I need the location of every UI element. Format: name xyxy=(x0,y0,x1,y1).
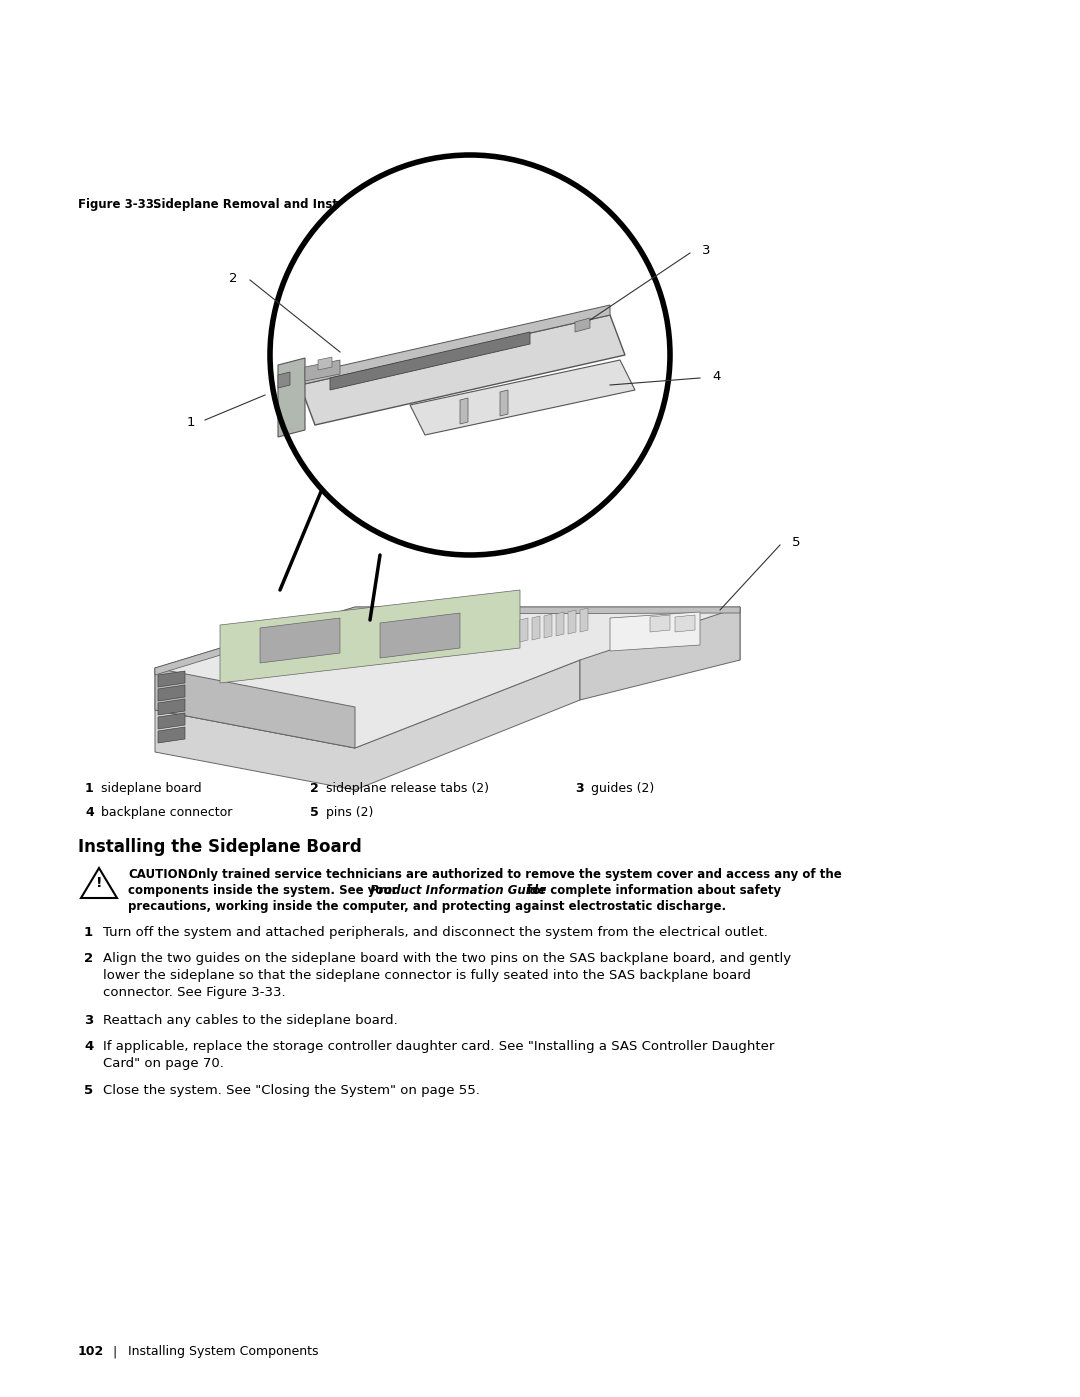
Text: Reattach any cables to the sideplane board.: Reattach any cables to the sideplane boa… xyxy=(103,1014,397,1027)
Text: CAUTION:: CAUTION: xyxy=(129,868,192,882)
Polygon shape xyxy=(158,671,185,687)
Polygon shape xyxy=(156,608,740,747)
Polygon shape xyxy=(220,590,519,683)
Text: pins (2): pins (2) xyxy=(326,806,374,819)
Text: 4: 4 xyxy=(84,1039,93,1053)
Polygon shape xyxy=(330,332,530,390)
Text: |: | xyxy=(112,1345,117,1358)
Text: 2: 2 xyxy=(229,271,238,285)
Polygon shape xyxy=(158,712,185,729)
Polygon shape xyxy=(532,616,540,640)
Polygon shape xyxy=(575,319,590,332)
Text: sideplane board: sideplane board xyxy=(102,782,202,795)
Polygon shape xyxy=(260,617,340,664)
Polygon shape xyxy=(380,613,460,658)
Polygon shape xyxy=(556,612,564,636)
Text: guides (2): guides (2) xyxy=(591,782,654,795)
Polygon shape xyxy=(300,305,610,386)
Text: Sideplane Removal and Installation: Sideplane Removal and Installation xyxy=(153,198,388,211)
Text: 5: 5 xyxy=(310,806,319,819)
Text: precautions, working inside the computer, and protecting against electrostatic d: precautions, working inside the computer… xyxy=(129,900,726,914)
Text: sideplane release tabs (2): sideplane release tabs (2) xyxy=(326,782,489,795)
Text: Installing System Components: Installing System Components xyxy=(129,1345,319,1358)
Text: Product Information Guide: Product Information Guide xyxy=(370,884,546,897)
Text: Turn off the system and attached peripherals, and disconnect the system from the: Turn off the system and attached periphe… xyxy=(103,926,768,939)
Text: Figure 3-33.: Figure 3-33. xyxy=(78,198,159,211)
Text: 4: 4 xyxy=(85,806,94,819)
Text: 3: 3 xyxy=(702,244,711,257)
Polygon shape xyxy=(158,726,185,743)
Polygon shape xyxy=(650,615,670,631)
Polygon shape xyxy=(278,372,291,388)
Polygon shape xyxy=(158,698,185,715)
Text: 5: 5 xyxy=(792,536,800,549)
Text: 5: 5 xyxy=(84,1084,93,1097)
Polygon shape xyxy=(156,659,580,789)
Polygon shape xyxy=(580,608,740,700)
Polygon shape xyxy=(156,668,355,747)
Text: Installing the Sideplane Board: Installing the Sideplane Board xyxy=(78,838,362,856)
Text: !: ! xyxy=(96,876,103,890)
Polygon shape xyxy=(278,358,305,437)
Polygon shape xyxy=(410,360,635,434)
Polygon shape xyxy=(460,398,468,425)
Polygon shape xyxy=(544,615,552,638)
Text: backplane connector: backplane connector xyxy=(102,806,232,819)
Text: 1: 1 xyxy=(84,926,93,939)
Text: 2: 2 xyxy=(84,951,93,965)
Polygon shape xyxy=(675,615,696,631)
Polygon shape xyxy=(300,314,625,425)
Circle shape xyxy=(270,155,670,555)
Polygon shape xyxy=(580,608,588,631)
Polygon shape xyxy=(318,358,332,370)
Text: 4: 4 xyxy=(712,369,720,383)
Text: 102: 102 xyxy=(78,1345,105,1358)
Polygon shape xyxy=(305,360,340,381)
Text: for complete information about safety: for complete information about safety xyxy=(527,884,781,897)
Polygon shape xyxy=(610,612,700,651)
Text: Align the two guides on the sideplane board with the two pins on the SAS backpla: Align the two guides on the sideplane bo… xyxy=(103,951,792,999)
Polygon shape xyxy=(500,390,508,416)
Text: If applicable, replace the storage controller daughter card. See "Installing a S: If applicable, replace the storage contr… xyxy=(103,1039,774,1070)
Polygon shape xyxy=(158,685,185,701)
Polygon shape xyxy=(568,610,576,634)
Text: 2: 2 xyxy=(310,782,319,795)
Text: 3: 3 xyxy=(575,782,583,795)
Text: 1: 1 xyxy=(187,415,195,429)
Text: components inside the system. See your: components inside the system. See your xyxy=(129,884,402,897)
Text: Close the system. See "Closing the System" on page 55.: Close the system. See "Closing the Syste… xyxy=(103,1084,480,1097)
Polygon shape xyxy=(156,608,740,675)
Polygon shape xyxy=(519,617,528,643)
Text: 3: 3 xyxy=(84,1014,93,1027)
Text: 1: 1 xyxy=(85,782,94,795)
Text: Only trained service technicians are authorized to remove the system cover and a: Only trained service technicians are aut… xyxy=(188,868,841,882)
